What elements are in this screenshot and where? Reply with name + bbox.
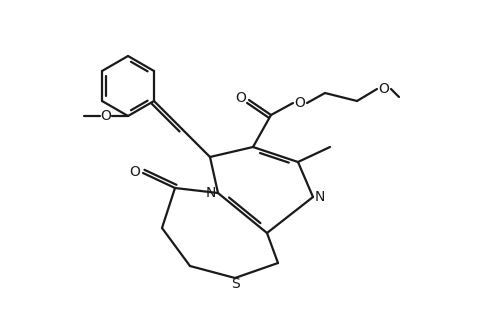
Text: O: O — [100, 109, 112, 123]
Text: O: O — [378, 82, 390, 96]
Text: S: S — [230, 277, 239, 291]
Text: N: N — [315, 190, 325, 204]
Text: O: O — [294, 96, 306, 110]
Text: O: O — [130, 165, 140, 179]
Text: N: N — [206, 186, 216, 200]
Text: O: O — [236, 91, 246, 105]
